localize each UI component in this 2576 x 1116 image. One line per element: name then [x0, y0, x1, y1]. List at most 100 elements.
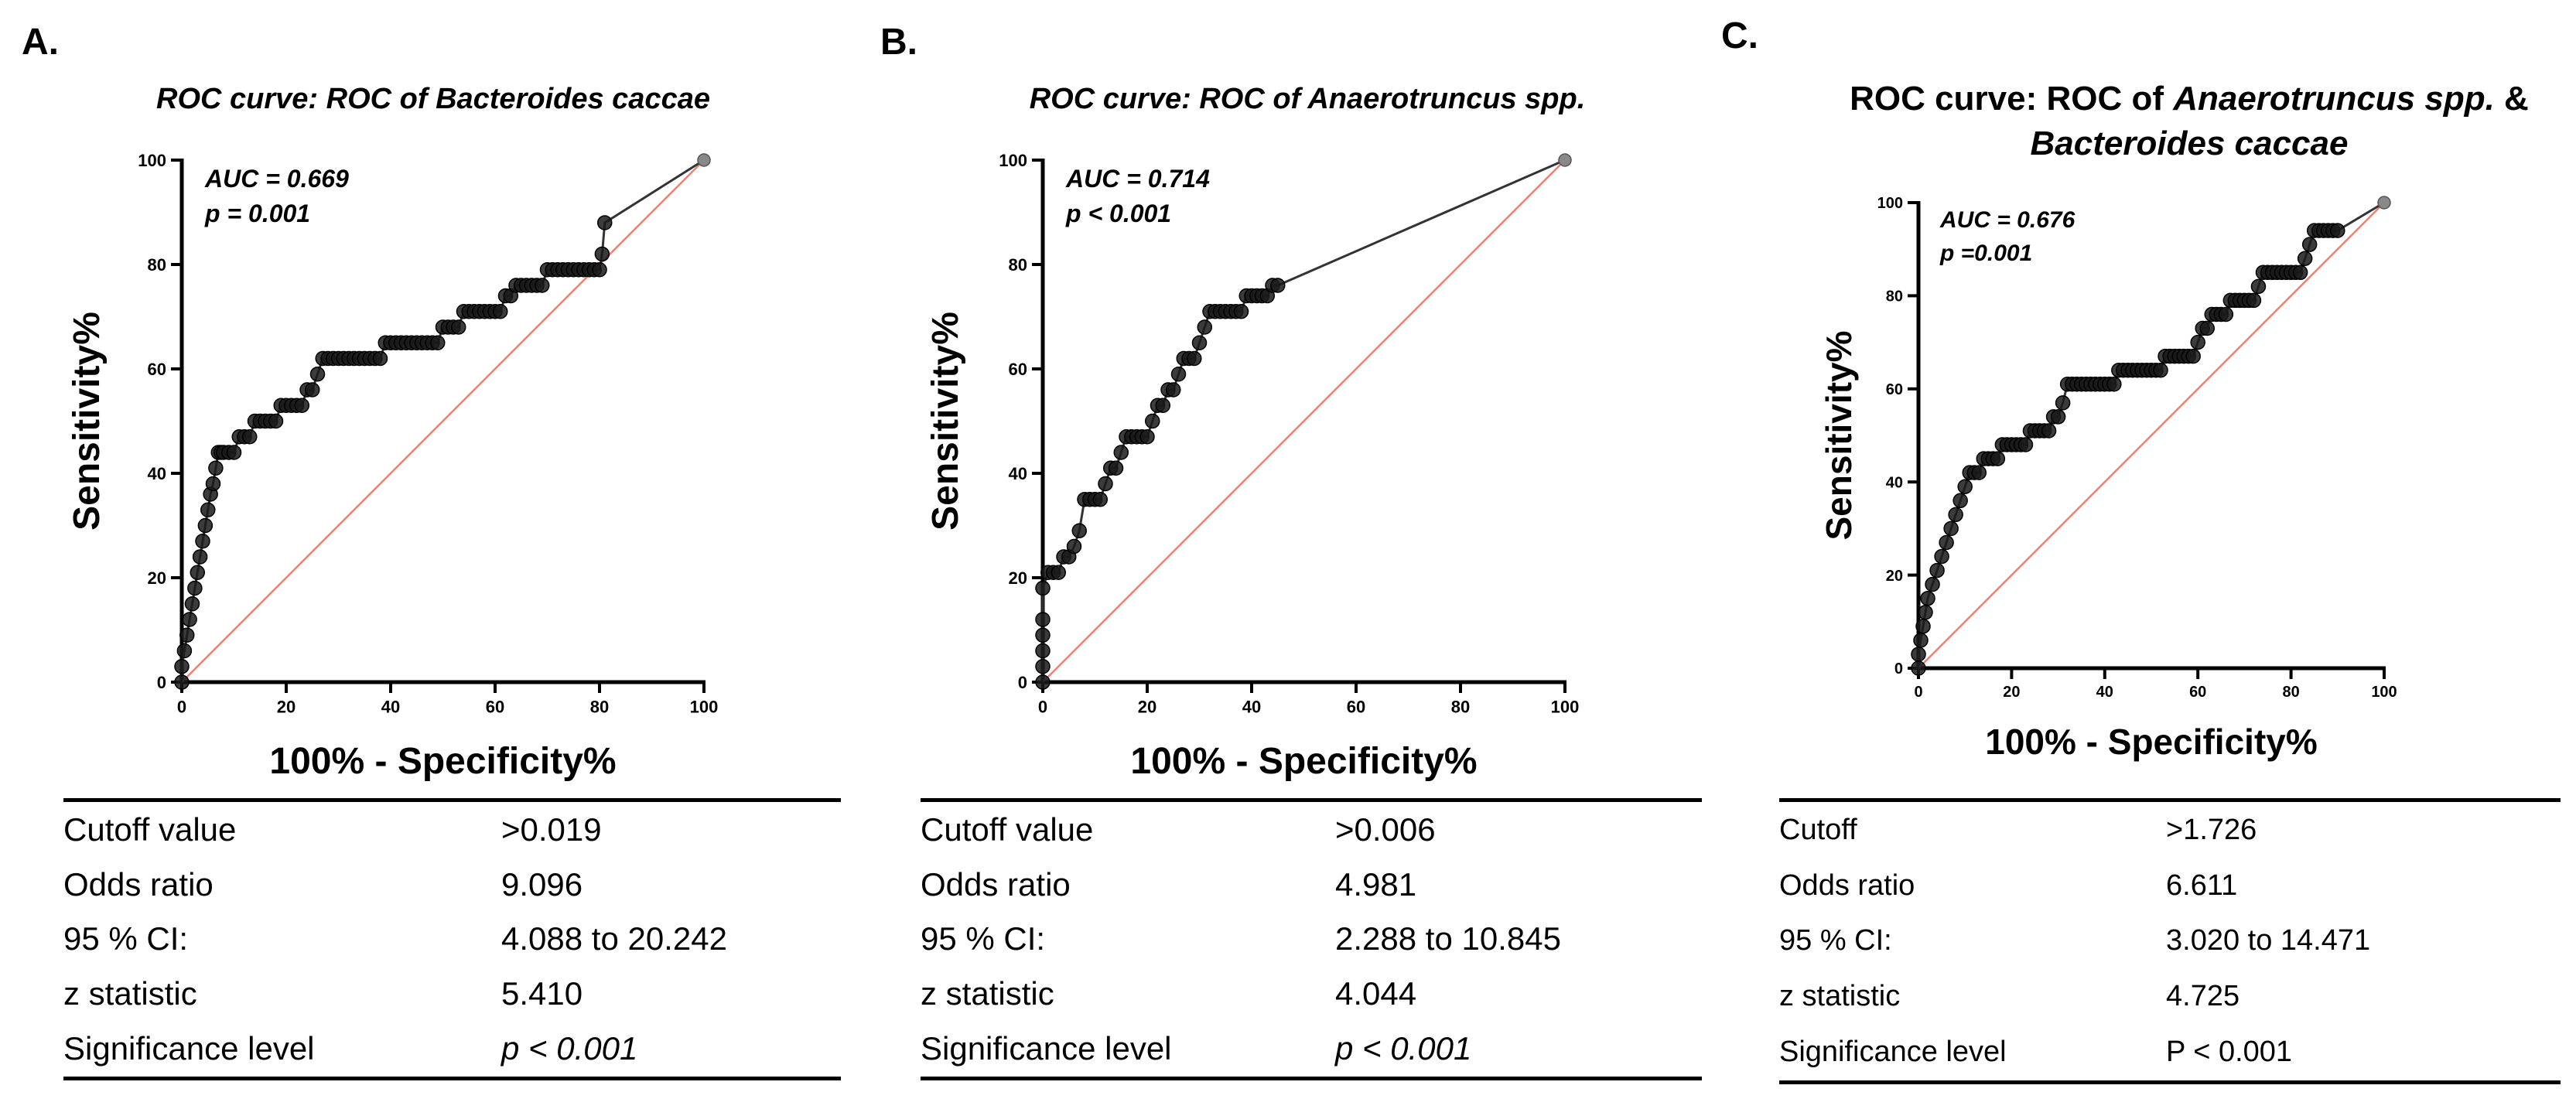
stats-value: >0.006 [1335, 811, 1436, 848]
panel-label: A. [22, 22, 59, 63]
roc-point [430, 335, 446, 350]
roc-point [2106, 377, 2122, 392]
x-tick-label: 0 [1914, 684, 1922, 701]
y-tick-label: 0 [1894, 660, 1903, 677]
roc-point [205, 476, 221, 492]
stats-row: 95 % CI: 2.288 to 10.845 [921, 912, 1702, 967]
x-tick-label: 0 [1038, 697, 1047, 716]
roc-point [184, 596, 200, 612]
roc-point [1948, 507, 1963, 523]
stats-value: 4.088 to 20.242 [501, 920, 727, 957]
x-tick-label: 40 [2096, 684, 2113, 701]
y-tick-label: 40 [148, 464, 166, 483]
roc-point [294, 398, 309, 413]
stats-table-a: Cutoff value >0.019 Odds ratio 9.096 95 % CI… [63, 798, 841, 1080]
roc-point [1071, 523, 1087, 538]
x-tick-label: 80 [590, 697, 609, 716]
chart-title: ROC curve: ROC of Anaerotruncus spp. & [1850, 80, 2529, 118]
roc-point [182, 612, 197, 627]
stats-row: 95 % CI: 3.020 to 14.471 [1779, 913, 2561, 968]
x-tick-label: 20 [1138, 697, 1156, 716]
stats-value: p < 0.001 [1335, 1030, 1472, 1067]
roc-point [1035, 627, 1051, 643]
roc-point [2292, 264, 2308, 281]
stats-table-c: Cutoff >1.726 Odds ratio 6.611 95 % CI: 3.020… [1779, 798, 2561, 1084]
roc-point [1035, 612, 1051, 627]
panel-a: A. ROC curve: ROC of Bacteroides caccae 0 2… [0, 0, 851, 1116]
stats-label: Odds ratio [1779, 869, 1915, 903]
roc-point [1915, 619, 1931, 634]
roc-point [592, 262, 607, 278]
panel-label: B. [880, 22, 917, 63]
roc-point [1957, 479, 1973, 494]
roc-point [1911, 660, 1926, 676]
y-tick-label: 20 [1886, 568, 1903, 585]
stats-value: 4.044 [1335, 974, 1417, 1012]
x-axis-label: 100% - Specificity% [269, 741, 616, 782]
roc-point [1270, 278, 1286, 293]
stats-value: 2.288 to 10.845 [1335, 920, 1561, 957]
stats-row: Significance level p < 0.001 [921, 1021, 1702, 1078]
stats-value: >0.019 [501, 811, 602, 848]
auc-annotation: AUC = 0.676 [1939, 207, 2075, 233]
chart-title: Bacteroides caccae [2031, 125, 2349, 162]
roc-point [2185, 348, 2201, 364]
y-tick-label: 100 [1877, 195, 1903, 212]
y-axis-label: Sensitivity% [67, 312, 108, 531]
p-value-annotation: p < 0.001 [1065, 200, 1171, 227]
y-tick-label: 0 [1018, 673, 1027, 692]
y-tick-label: 0 [157, 673, 166, 692]
stats-label: z statistic [921, 974, 1054, 1012]
roc-point [179, 627, 195, 643]
roc-point [1092, 492, 1108, 507]
x-tick-label: 60 [1347, 697, 1365, 716]
roc-point [1113, 445, 1129, 460]
stats-label: Significance level [63, 1030, 315, 1067]
roc-point [1166, 382, 1181, 398]
roc-point [2377, 196, 2391, 210]
roc-point [2190, 334, 2205, 350]
roc-point [1913, 633, 1929, 648]
roc-point [1170, 367, 1187, 382]
roc-point [1108, 460, 1124, 476]
roc-point [226, 445, 242, 460]
roc-point [309, 367, 326, 382]
roc-point [200, 502, 216, 517]
roc-point [1934, 548, 1949, 565]
roc-point [2301, 237, 2318, 252]
stats-label: 95 % CI: [921, 920, 1046, 957]
stats-row: z statistic 4.044 [921, 967, 1702, 1022]
roc-point [2297, 251, 2313, 266]
x-tick-label: 100 [2371, 684, 2397, 701]
stats-value: 4.981 [1335, 865, 1417, 903]
roc-point [535, 278, 550, 293]
y-tick-label: 80 [148, 255, 166, 275]
roc-point [1925, 576, 1940, 592]
x-tick-label: 60 [2189, 684, 2206, 701]
roc-point [2050, 409, 2066, 425]
stats-value: 4.725 [2166, 979, 2240, 1012]
stats-table-b: Cutoff value >0.006 Odds ratio 4.981 95 % CI… [921, 798, 1702, 1080]
stats-value: >1.726 [2166, 813, 2257, 846]
x-tick-label: 40 [1242, 697, 1261, 716]
reference-line [1042, 159, 1566, 683]
roc-point [2246, 292, 2262, 309]
y-tick-label: 20 [1009, 568, 1027, 588]
roc-point [1952, 493, 1968, 509]
y-axis-label: Sensitivity% [1819, 331, 1859, 541]
roc-point [174, 674, 190, 690]
roc-point [1145, 413, 1160, 429]
roc-point [1098, 476, 1113, 492]
roc-point [1233, 304, 1249, 319]
x-tick-label: 80 [2282, 684, 2299, 701]
roc-chart-a: A. ROC curve: ROC of Bacteroides caccae 0 2… [22, 22, 718, 782]
p-value-annotation: p =0.001 [1939, 241, 2032, 266]
roc-point [176, 643, 193, 659]
stats-row: Significance level P < 0.001 [1779, 1024, 2561, 1083]
auc-annotation: AUC = 0.714 [1065, 165, 1210, 193]
roc-point [2218, 306, 2234, 323]
roc-point [493, 304, 508, 319]
x-tick-label: 20 [2003, 684, 2020, 701]
x-tick-label: 80 [1451, 697, 1470, 716]
stats-label: z statistic [1779, 979, 1901, 1012]
